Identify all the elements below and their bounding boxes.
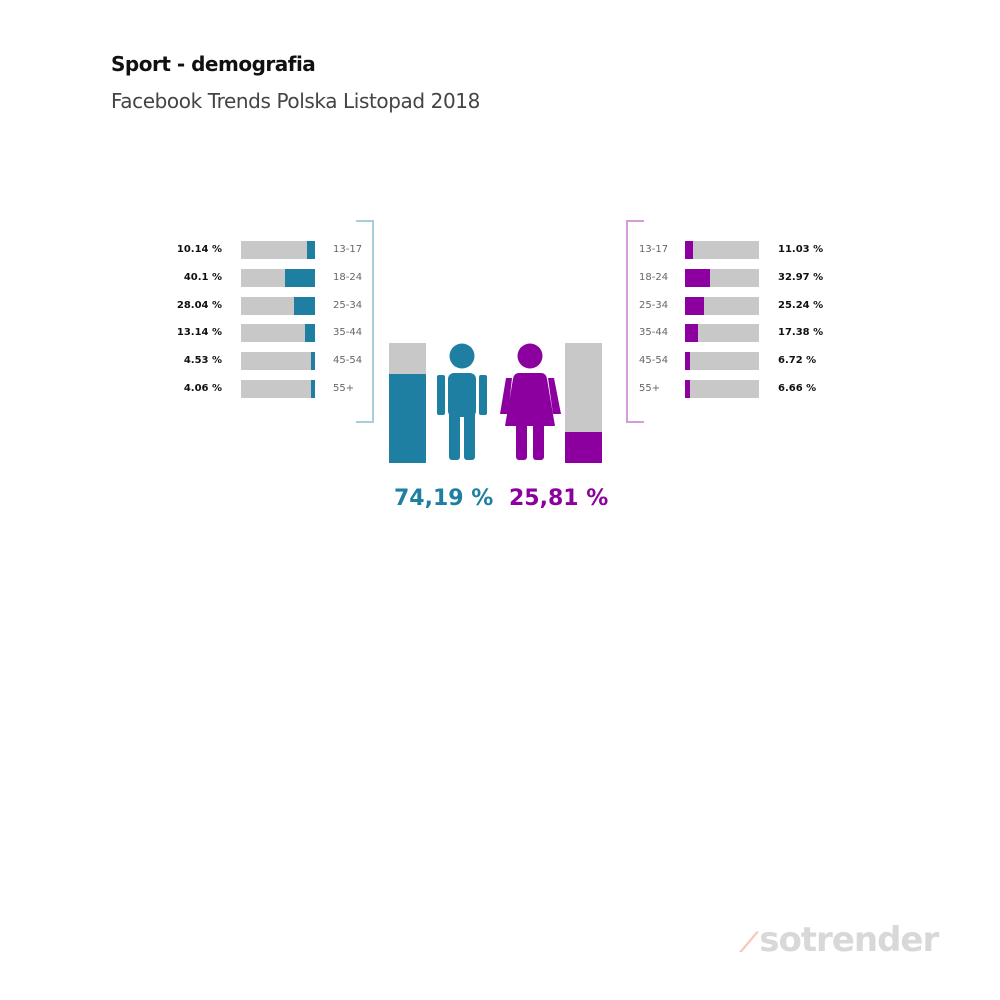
male-age-bar [241,241,315,259]
female-age-pct: 17.38 % [778,327,824,338]
male-bracket [356,220,374,423]
male-age-pct: 4.53 % [183,355,222,366]
female-age-bar [685,324,759,342]
female-age-pct: 11.03 % [778,244,824,255]
female-bracket [626,220,644,423]
male-total-fill [389,374,426,463]
male-age-bar-fill [305,324,315,342]
male-age-bar-fill [311,352,315,370]
female-figure-icon [500,343,561,460]
female-age-label: 45-54 [639,355,669,366]
male-age-bar-fill [285,269,315,287]
male-age-pct: 10.14 % [176,244,222,255]
female-age-bar-fill [685,241,693,259]
female-age-bar-fill [685,297,704,315]
male-age-bar-fill [311,380,315,398]
female-age-bar-fill [685,269,710,287]
male-age-bar [241,324,315,342]
male-age-bar [241,380,315,398]
female-total-bar [565,343,602,463]
female-age-label: 25-34 [639,300,669,311]
female-age-bar [685,241,759,259]
male-age-bar [241,269,315,287]
male-age-bar-fill [294,297,315,315]
female-total-label: 25,81 % [509,486,609,511]
female-age-label: 13-17 [639,244,669,255]
male-age-bar [241,297,315,315]
female-age-bar-fill [685,352,690,370]
female-age-label: 55+ [639,383,661,394]
male-figure-icon [437,343,487,460]
male-age-label: 35-44 [333,327,363,338]
male-total-bar [389,343,426,463]
female-age-label: 18-24 [639,272,669,283]
female-age-pct: 32.97 % [778,272,824,283]
male-age-bar [241,352,315,370]
female-age-bar-fill [685,380,690,398]
female-age-bar [685,269,759,287]
male-age-pct: 40.1 % [183,272,222,283]
male-total-label: 74,19 % [394,486,494,511]
chart-subtitle: Facebook Trends Polska Listopad 2018 [111,89,480,113]
male-age-pct: 13.14 % [176,327,222,338]
spark-icon: ⟋ [740,928,758,958]
female-age-bar [685,380,759,398]
female-total-fill [565,432,602,463]
chart-title: Sport - demografia [111,52,316,76]
male-age-label: 13-17 [333,244,363,255]
female-age-bar-fill [685,324,698,342]
female-age-pct: 25.24 % [778,300,824,311]
male-age-label: 18-24 [333,272,363,283]
male-age-bar-fill [307,241,315,259]
male-age-pct: 4.06 % [183,383,222,394]
male-age-label: 45-54 [333,355,363,366]
female-age-label: 35-44 [639,327,669,338]
male-age-label: 25-34 [333,300,363,311]
male-age-label: 55+ [333,383,355,394]
female-age-pct: 6.72 % [778,355,817,366]
female-age-pct: 6.66 % [778,383,817,394]
female-age-bar [685,352,759,370]
female-age-bar [685,297,759,315]
male-age-pct: 28.04 % [176,300,222,311]
sotrender-logo: ⟋sotrender [740,920,939,960]
